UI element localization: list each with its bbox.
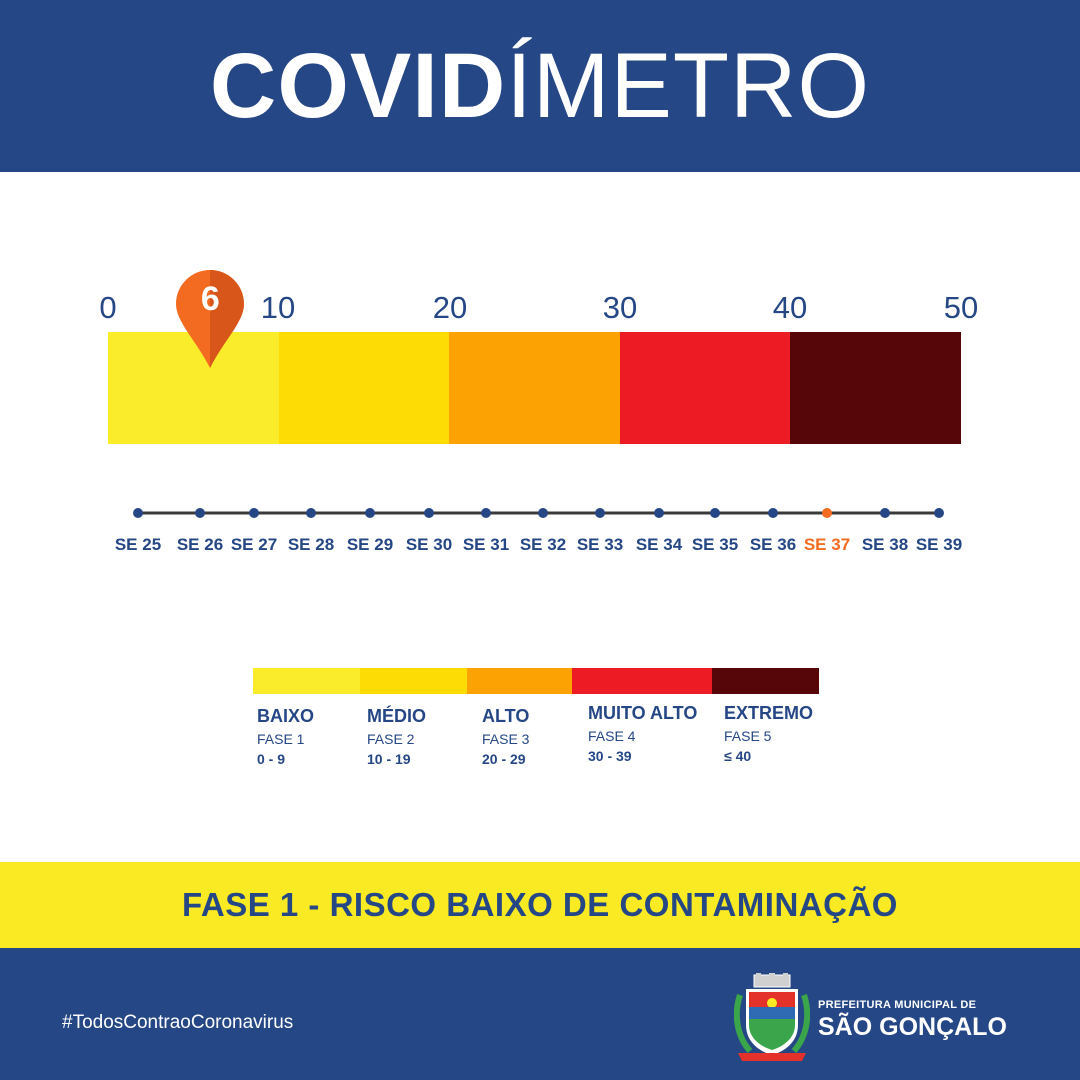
phase-banner: FASE 1 - RISCO BAIXO DE CONTAMINAÇÃO <box>0 862 1080 948</box>
timeline-dot <box>880 508 890 518</box>
legend-item-muito-alto: MUITO ALTO FASE 4 30 - 39 <box>588 703 697 764</box>
org-name-line2: SÃO GONÇALO <box>818 1013 1007 1041</box>
timeline-dot <box>481 508 491 518</box>
legend-swatch-extremo <box>712 668 819 694</box>
org-name-line1: PREFEITURA MUNICIPAL DE <box>818 999 977 1011</box>
page-title: COVIDÍMETRO <box>210 40 870 132</box>
legend-item-extremo: EXTREMO FASE 5 ≤ 40 <box>724 703 813 764</box>
legend-range: 30 - 39 <box>588 748 632 764</box>
legend-phase: FASE 1 <box>257 731 305 747</box>
week-label: SE 35 <box>691 535 739 554</box>
week-label: SE 25 <box>114 535 162 554</box>
week-label: SE 38 <box>861 535 909 554</box>
legend-range: ≤ 40 <box>724 748 752 764</box>
legend-swatch-muito-alto <box>572 668 712 694</box>
timeline-dot <box>424 508 434 518</box>
header: COVIDÍMETRO <box>0 0 1080 172</box>
legend-item-baixo: BAIXO FASE 1 0 - 9 <box>257 706 314 767</box>
scale-label-0: 0 <box>99 290 117 325</box>
scale-label-20: 20 <box>432 290 468 325</box>
current-value: 6 <box>200 280 220 318</box>
week-label: SE 30 <box>405 535 453 554</box>
title-bold: COVID <box>209 35 507 137</box>
timeline-dot-current <box>822 508 832 518</box>
timeline-dot <box>768 508 778 518</box>
timeline-dot <box>710 508 720 518</box>
timeline-dot <box>538 508 548 518</box>
legend-phase: FASE 4 <box>588 728 636 744</box>
gauge-segment-baixo <box>108 332 279 444</box>
timeline-dot <box>306 508 316 518</box>
scale-label-30: 30 <box>602 290 638 325</box>
timeline-dot <box>195 508 205 518</box>
week-label: SE 27 <box>230 535 278 554</box>
week-label: SE 34 <box>635 535 683 554</box>
footer <box>0 948 1080 1080</box>
legend-name: MÉDIO <box>367 706 427 726</box>
legend-range: 20 - 29 <box>482 751 526 767</box>
legend-bar <box>253 668 819 694</box>
legend-swatch-baixo <box>253 668 360 694</box>
scale-label-50: 50 <box>943 290 979 325</box>
scale-label-40: 40 <box>772 290 808 325</box>
week-label: SE 26 <box>176 535 224 554</box>
legend-name: ALTO <box>482 706 530 726</box>
gauge-segment-extremo <box>790 332 961 444</box>
phase-banner-text: FASE 1 - RISCO BAIXO DE CONTAMINAÇÃO <box>182 886 898 923</box>
gauge-segment-medio <box>278 332 450 444</box>
legend-range: 0 - 9 <box>257 751 286 767</box>
map-pin-icon <box>176 270 245 368</box>
gauge-segment-alto <box>449 332 620 444</box>
legend-swatch-alto <box>467 668 572 694</box>
hashtag: #TodosContraoCoronavirus <box>62 1012 294 1033</box>
week-label: SE 33 <box>576 535 624 554</box>
timeline-dot <box>934 508 944 518</box>
timeline-dot <box>133 508 143 518</box>
timeline-dot <box>365 508 375 518</box>
timeline-dot <box>595 508 605 518</box>
risk-gauge <box>108 332 961 444</box>
legend-phase: FASE 3 <box>482 731 530 747</box>
timeline-dot <box>654 508 664 518</box>
timeline-dot <box>249 508 259 518</box>
city-crest-icon <box>734 973 810 1061</box>
week-label: SE 32 <box>519 535 567 554</box>
legend-phase: FASE 5 <box>724 728 772 744</box>
week-label: SE 36 <box>749 535 797 554</box>
title-light: ÍMETRO <box>506 35 871 137</box>
legend-phase: FASE 2 <box>367 731 415 747</box>
week-label-current: SE 37 <box>803 535 851 554</box>
week-label: SE 31 <box>462 535 510 554</box>
week-label: SE 39 <box>915 535 963 554</box>
legend-item-medio: MÉDIO FASE 2 10 - 19 <box>367 706 426 767</box>
legend-item-alto: ALTO FASE 3 20 - 29 <box>482 706 529 767</box>
legend-name: MUITO ALTO <box>588 703 698 723</box>
week-label: SE 28 <box>287 535 335 554</box>
week-label: SE 29 <box>346 535 394 554</box>
gauge-segment-muito-alto <box>619 332 791 444</box>
legend-name: BAIXO <box>257 706 315 726</box>
scale-label-10: 10 <box>260 290 296 325</box>
legend-range: 10 - 19 <box>367 751 411 767</box>
legend-name: EXTREMO <box>724 703 814 723</box>
legend-swatch-medio <box>360 668 467 694</box>
